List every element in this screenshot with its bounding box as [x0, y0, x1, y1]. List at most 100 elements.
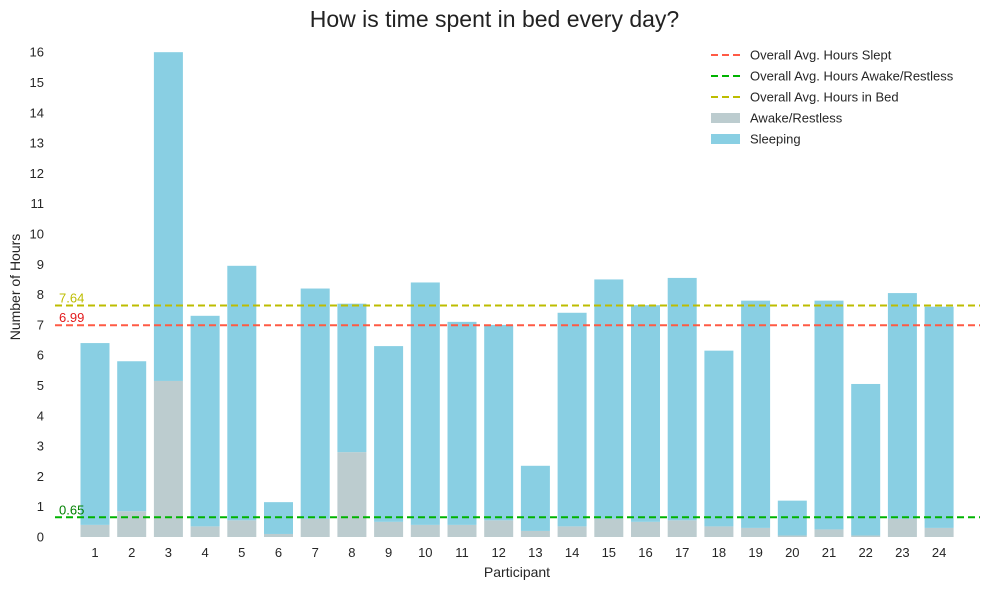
x-tick-label: 2 — [128, 545, 135, 560]
x-tick-label: 8 — [348, 545, 355, 560]
bar-sleeping — [924, 306, 954, 528]
bar-sleeping — [667, 277, 697, 521]
reference-lines-layer: 6.99 0.65 7.64 — [55, 291, 980, 519]
y-tick-label: 14 — [30, 105, 44, 120]
x-tick-label: 12 — [491, 545, 505, 560]
bar-sleeping — [520, 465, 550, 531]
legend: Overall Avg. Hours Slept Overall Avg. Hou… — [711, 48, 954, 147]
x-tick-label: 6 — [275, 545, 282, 560]
y-axis-label: Number of Hours — [7, 234, 23, 341]
legend-patch-swatch — [711, 113, 740, 123]
bar-awake-restless — [300, 518, 330, 537]
bar-sleeping — [631, 305, 660, 522]
y-tick-label: 6 — [37, 348, 44, 363]
bar-awake-restless — [631, 521, 660, 537]
bar-sleeping — [814, 300, 844, 530]
bar-sleeping — [300, 288, 330, 519]
bar-awake-restless — [887, 518, 917, 537]
bar-awake-restless — [814, 529, 844, 537]
bar-awake-restless — [374, 521, 404, 537]
x-axis-label: Participant — [484, 564, 550, 580]
y-tick-label: 8 — [37, 287, 44, 302]
bar-sleeping — [447, 321, 477, 525]
x-tick-label: 21 — [822, 545, 836, 560]
y-tick-label: 2 — [37, 469, 44, 484]
bar-awake-restless — [667, 520, 697, 537]
y-tick-label: 9 — [37, 257, 44, 272]
y-tick-label: 1 — [37, 499, 44, 514]
x-tick-label: 24 — [932, 545, 946, 560]
bar-sleeping — [887, 293, 917, 519]
bar-awake-restless — [117, 511, 147, 537]
x-tick-label: 5 — [238, 545, 245, 560]
bar-sleeping — [117, 361, 147, 512]
x-tick-label: 14 — [565, 545, 579, 560]
x-tick-label: 18 — [712, 545, 726, 560]
y-tick-label: 15 — [30, 75, 44, 90]
bar-awake-restless — [520, 530, 550, 537]
x-tick-label: 23 — [895, 545, 909, 560]
x-tick-label: 22 — [858, 545, 872, 560]
bar-sleeping — [153, 52, 183, 381]
legend-label: Overall Avg. Hours Slept — [750, 48, 892, 63]
bar-awake-restless — [410, 524, 440, 537]
bar-awake-restless — [557, 526, 587, 537]
bar-sleeping — [851, 383, 881, 536]
bar-sleeping — [410, 282, 440, 525]
y-tick-label: 7 — [37, 317, 44, 332]
y-tick-label: 10 — [30, 226, 44, 241]
x-tick-label: 15 — [602, 545, 616, 560]
bar-awake-restless — [264, 533, 293, 537]
y-tick-label: 3 — [37, 439, 44, 454]
x-tick-label: 20 — [785, 545, 799, 560]
bar-awake-restless — [80, 524, 110, 537]
bar-awake-restless — [704, 526, 734, 537]
bar-sleeping — [80, 343, 110, 525]
x-tick-label: 1 — [91, 545, 98, 560]
legend-label: Overall Avg. Hours in Bed — [750, 90, 899, 105]
bar-sleeping — [484, 324, 514, 521]
x-tick-label: 17 — [675, 545, 689, 560]
y-tick-label: 5 — [37, 378, 44, 393]
bar-awake-restless — [227, 520, 257, 537]
bar-awake-restless — [924, 527, 954, 537]
y-tick-label: 11 — [31, 196, 45, 211]
x-tick-label: 13 — [528, 545, 542, 560]
legend-patch-swatch — [711, 134, 740, 144]
y-tick-label: 12 — [30, 166, 44, 181]
x-tick-label: 10 — [418, 545, 432, 560]
bar-awake-restless — [851, 535, 881, 537]
bar-sleeping — [190, 315, 220, 527]
bars-layer — [80, 52, 954, 537]
legend-label: Awake/Restless — [750, 111, 843, 126]
bar-sleeping — [337, 303, 367, 453]
reference-line-label: 7.64 — [59, 291, 84, 306]
bar-sleeping — [594, 279, 624, 519]
x-tick-label: 16 — [638, 545, 652, 560]
bar-awake-restless — [741, 527, 771, 537]
bar-sleeping — [704, 350, 734, 527]
x-tick-label: 9 — [385, 545, 392, 560]
bar-awake-restless — [337, 452, 367, 537]
bar-awake-restless — [190, 526, 220, 537]
chart-title: How is time spent in bed every day? — [309, 6, 680, 32]
bar-awake-restless — [484, 520, 514, 537]
x-tick-label: 3 — [165, 545, 172, 560]
x-tick-labels: 1 2 3 4 5 6 7 8 9 10 11 12 13 14 15 16 17 18 19 20 21 22 23 24 — [91, 545, 946, 560]
x-tick-label: 19 — [748, 545, 762, 560]
legend-label: Overall Avg. Hours Awake/Restless — [750, 69, 954, 84]
bar-sleeping — [374, 346, 404, 522]
bar-awake-restless — [594, 518, 624, 537]
reference-line-label: 6.99 — [59, 310, 84, 325]
x-tick-label: 7 — [312, 545, 319, 560]
reference-line-label: 0.65 — [59, 502, 84, 517]
bar-sleeping — [227, 265, 257, 521]
legend-label: Sleeping — [750, 132, 801, 147]
y-tick-label: 0 — [37, 530, 44, 545]
y-tick-label: 13 — [30, 136, 44, 151]
x-tick-label: 11 — [455, 545, 469, 560]
y-tick-label: 4 — [37, 408, 44, 423]
y-tick-label: 16 — [30, 45, 44, 60]
